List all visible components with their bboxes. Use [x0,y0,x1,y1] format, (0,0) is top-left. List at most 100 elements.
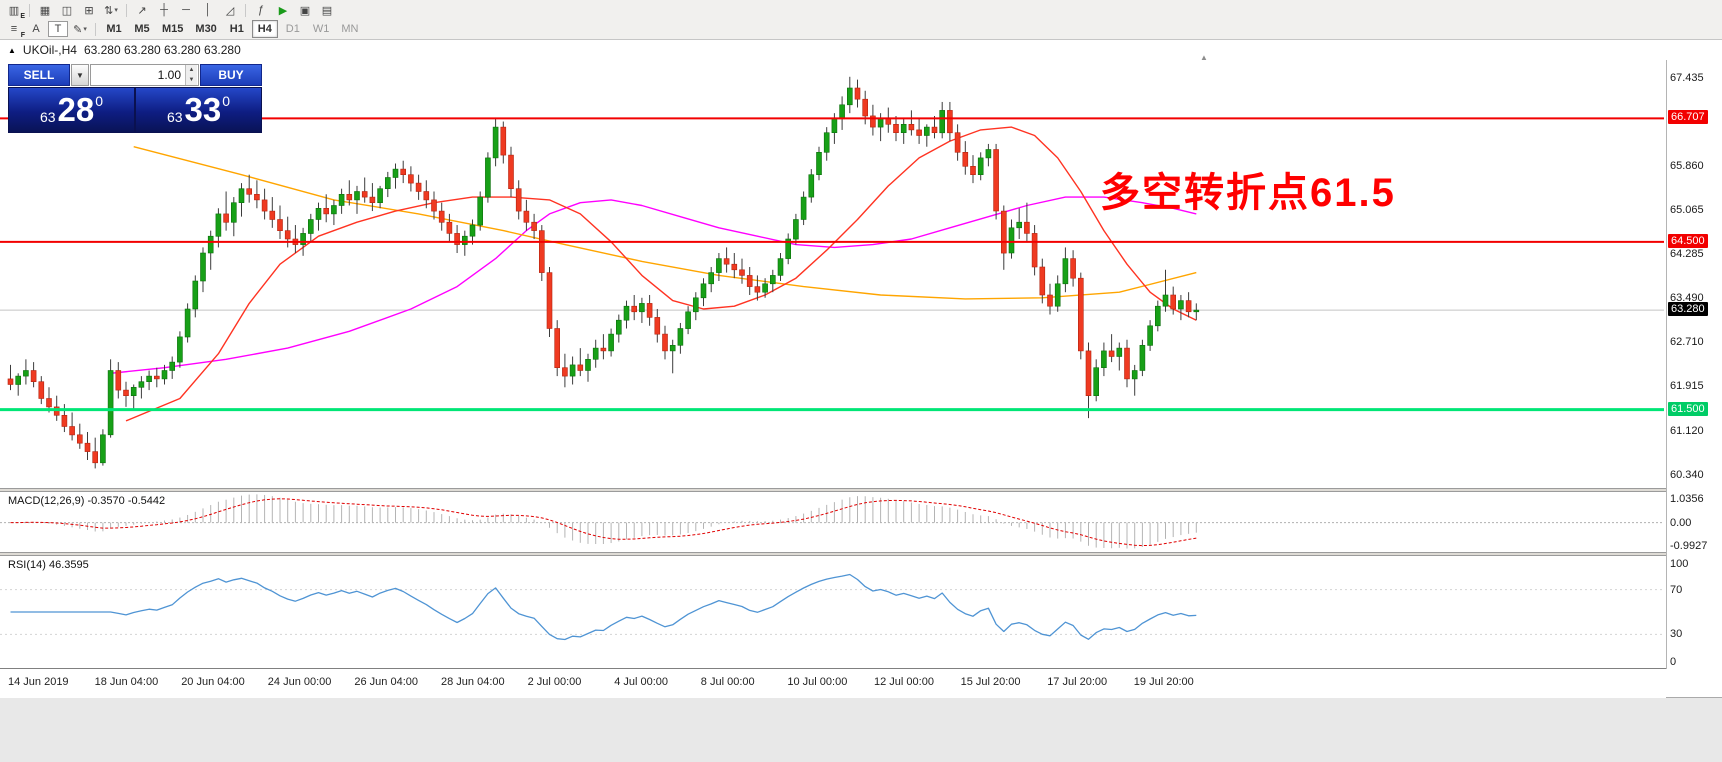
autotrade-icon[interactable]: ▶ [273,2,293,18]
text-box-icon[interactable]: T [48,21,68,37]
pane-divider-main-macd[interactable] [0,488,1722,492]
macd-axis-label: 1.0356 [1670,493,1704,505]
candle-body [246,188,252,195]
spinner-up-icon[interactable]: ▲ [186,65,197,75]
time-axis-divider [0,668,1722,669]
candle-body [384,177,391,189]
candle-body [261,199,268,212]
template-icon[interactable]: ▣ [295,2,315,18]
candle-body [1162,294,1169,307]
hline-icon[interactable]: ─ [176,2,196,18]
spinner-down-icon[interactable]: ▼ [186,75,197,85]
expert-f-icon[interactable]: ≡ F [4,21,25,39]
time-axis[interactable]: 14 Jun 2019 18 Jun 04:00 20 Jun 04:00 24 Ju… [0,669,1666,698]
draw-tools-icon[interactable]: ✎ ▾ [70,21,90,37]
time-axis-label: 10 Jul 00:00 [787,676,848,688]
main-price-chart[interactable] [0,60,1664,488]
candle-body [785,238,792,259]
vline-icon[interactable]: │ [198,2,218,18]
new-window-icon[interactable]: ⊞ [79,2,99,18]
timeframe-button-m30[interactable]: M30 [190,20,221,38]
pane-divider-macd-rsi[interactable] [0,552,1722,556]
grid-icon[interactable]: ▦ [35,2,55,18]
chart-e-icon[interactable]: ▥ E [4,2,25,21]
candle-body [762,283,768,293]
price-axis-label: 67.435 [1670,71,1704,84]
candle-body [1108,350,1115,357]
scale-toggle-icon[interactable]: ⇅ ▾ [101,2,121,18]
indicators-icon: ƒ [257,4,265,16]
buy-button[interactable]: BUY [200,64,262,86]
volume-spinner[interactable]: ▲ ▼ [185,65,197,85]
candle-body [1170,294,1176,310]
candle-body [862,98,869,117]
level-price-badge: 61.500 [1668,401,1708,416]
profiles-icon[interactable]: ▤ [317,2,337,18]
candle-body [477,196,484,226]
candle-body [300,233,306,245]
timeframe-button-h1[interactable]: H1 [224,20,250,38]
text-label-icon[interactable]: A [26,21,46,37]
ma-red-line [125,126,1197,422]
channel-icon[interactable]: ◿ [220,2,240,18]
macd-axis-label: -0.9927 [1670,540,1708,552]
candle-body [1070,258,1076,279]
candle-body [7,378,14,385]
candle-body [746,275,753,287]
candle-body [238,188,245,203]
candle-body [939,110,946,134]
candle-body [1178,300,1184,310]
candle-body [900,124,907,134]
candle-body [30,370,37,382]
candle-body [1093,367,1099,397]
timeframe-button-m1[interactable]: M1 [101,20,127,38]
collapse-triangle-icon[interactable]: ▲ [8,45,16,55]
tile-windows-icon[interactable]: ◫ [57,2,77,18]
candle-body [1116,347,1123,357]
candle-body [808,174,815,198]
candle-body [423,191,430,201]
price-axis-label: 62.710 [1670,335,1704,348]
candle-body [138,381,145,388]
timeframe-button-d1[interactable]: D1 [280,20,306,38]
chart-titlebar: ▲ UKOil-,H4 63.280 63.280 63.280 63.280 [0,40,1722,60]
candle-body [662,333,668,352]
price-axis[interactable]: 67.435 65.860 65.065 64.285 63.490 62.710 61.9… [1666,60,1722,669]
crosshair-icon[interactable]: ┼ [154,2,174,18]
template-icon: ▣ [299,4,311,17]
candle-body [985,149,992,159]
rsi-indicator-pane[interactable] [0,556,1664,668]
timeframe-button-mn[interactable]: MN [336,20,363,38]
macd-indicator-pane[interactable] [0,492,1664,552]
draw-tools-icon: ✎ [73,23,83,36]
candle-body [970,166,976,176]
timeframe-button-w1[interactable]: W1 [308,20,335,38]
candle-body [1101,350,1107,368]
candle-body [1047,294,1053,307]
candle-body [100,434,106,464]
timeframe-button-h4[interactable]: H4 [251,20,278,38]
buy-price-display[interactable]: 63 33 0 [136,88,261,132]
chart-shift-marker-icon[interactable]: ▲ [1200,53,1208,62]
timeframe-button-m15[interactable]: M15 [157,20,188,38]
candle-body [569,364,576,377]
candle-body [1131,370,1138,380]
macd-label: MACD(12,26,9) -0.3570 -0.5442 [8,495,166,507]
candle-body [200,252,206,282]
candle-body [562,367,568,377]
trade-options-dropdown[interactable]: ▼ [71,64,89,86]
chart-e-icon: ▥ [8,4,20,17]
timeframe-button-m5[interactable]: M5 [129,20,155,38]
trendline-icon[interactable]: ↗ [132,2,152,18]
candle-body [639,303,645,313]
time-axis-label: 20 Jun 04:00 [181,676,245,688]
candle-body [338,194,345,206]
ma-magenta-line [110,196,1197,374]
sell-button[interactable]: SELL [8,64,70,86]
volume-field[interactable]: 1.00 ▲ ▼ [90,64,199,86]
sell-price-display[interactable]: 63 28 0 [9,88,134,132]
candle-body [577,364,584,371]
candle-body [531,221,537,231]
indicators-icon[interactable]: ƒ [251,2,271,18]
